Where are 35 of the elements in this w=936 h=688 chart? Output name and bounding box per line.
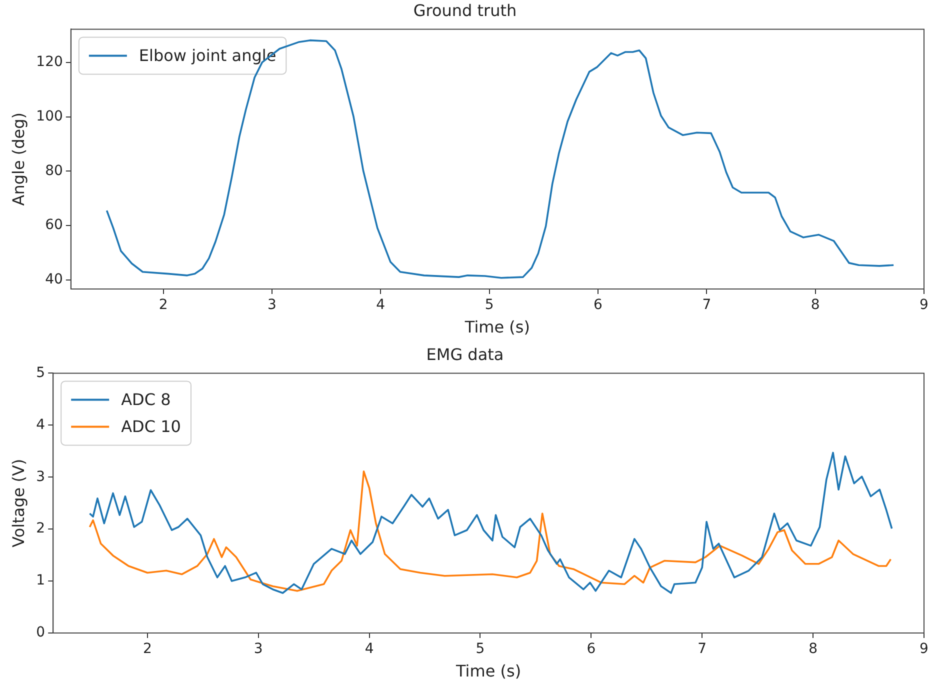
x-tick-label: 5: [484, 297, 494, 314]
y-tick-label: 1: [36, 572, 46, 589]
x-tick-label: 2: [158, 297, 168, 314]
x-axis-title: Time (s): [464, 318, 530, 337]
y-axis-title: Angle (deg): [8, 112, 28, 206]
y-tick-label: 60: [45, 217, 63, 234]
x-tick-label: 6: [594, 297, 603, 314]
x-tick-label: 8: [808, 641, 818, 658]
y-tick-label: 40: [45, 271, 63, 288]
y-tick-label: 5: [36, 364, 46, 381]
x-tick-label: 4: [376, 297, 386, 314]
chart-title: Ground truth: [413, 0, 517, 20]
x-tick-label: 9: [920, 297, 928, 314]
legend-label: ADC 10: [121, 416, 181, 436]
y-tick-label: 2: [36, 520, 46, 537]
y-tick-label: 3: [36, 468, 46, 485]
y-tick-label: 0: [36, 624, 46, 641]
x-tick-label: 6: [586, 641, 596, 658]
x-tick-label: 5: [476, 641, 485, 658]
y-axis-title: Voltage (V): [8, 458, 28, 548]
x-tick-label: 3: [268, 297, 276, 314]
y-tick-label: 100: [36, 108, 63, 125]
y-tick-label: 4: [36, 416, 46, 433]
x-tick-label: 2: [142, 641, 152, 658]
x-tick-label: 7: [702, 297, 712, 314]
x-tick-label: 3: [254, 641, 263, 658]
chart-title: EMG data: [426, 344, 504, 364]
x-tick-label: 4: [364, 641, 374, 658]
x-tick-label: 7: [698, 641, 707, 658]
x-tick-label: 9: [920, 641, 928, 658]
y-tick-label: 120: [36, 54, 63, 70]
x-tick-label: 8: [810, 297, 820, 314]
y-tick-label: 80: [45, 162, 63, 179]
x-axis-title: Time (s): [455, 662, 522, 681]
legend-label: ADC 8: [121, 390, 171, 409]
